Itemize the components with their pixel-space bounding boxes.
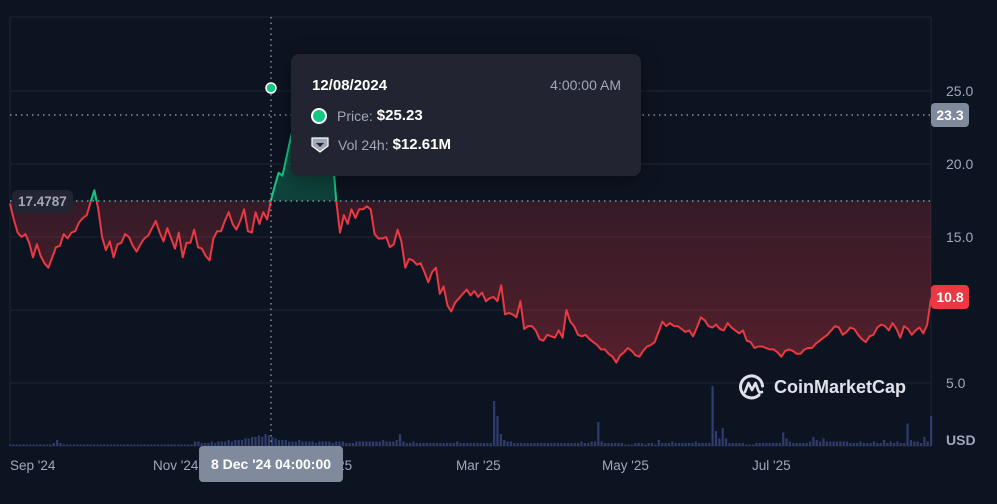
x-tick-label: Sep '24 [10,458,56,473]
hover-point [265,82,277,94]
crosshair-date-label: 8 Dec '24 04:00:00 [199,446,343,482]
y-tick-label: 5.0 [946,375,966,391]
volume-bars [9,386,933,446]
tooltip-volume-label: Vol 24h: [338,136,389,153]
hover-price-tag: 23.3 [931,103,969,127]
x-tick-label: Nov '24 [153,458,199,473]
tooltip-price-label: Price: [337,107,373,124]
tooltip-date: 12/08/2024 [312,77,388,94]
y-tick-label: 20.0 [946,156,974,172]
price-line-down [9,201,931,364]
y-tick-label: 25.0 [946,83,974,99]
tooltip-time: 4:00:00 AM [550,77,621,93]
hover-tooltip: 12/08/2024 4:00:00 AM Price: $25.23 Vol … [291,54,641,176]
y-tick-label: 15.0 [946,229,974,245]
x-tick-label: Jul '25 [752,458,791,473]
tooltip-price-value: $25.23 [376,107,423,124]
x-tick-label: May '25 [602,458,649,473]
tooltip-volume-value: $12.61M [392,136,451,153]
tooltip-price-row: Price: $25.23 [311,107,423,124]
brand-name: CoinMarketCap [774,376,907,397]
coinmarketcap-logo: CoinMarketCap [737,372,906,402]
price-dot-icon [311,107,327,124]
coinmarketcap-icon [739,374,764,400]
currency-label: USD [946,432,976,448]
baseline-label: 17.4787 [12,190,73,213]
x-tick-label: Mar '25 [456,458,501,473]
area-below-baseline [10,201,931,363]
current-price-tag: 10.8 [931,285,969,309]
tooltip-volume-row: Vol 24h: $12.61M [311,136,451,153]
volume-icon [311,136,329,153]
